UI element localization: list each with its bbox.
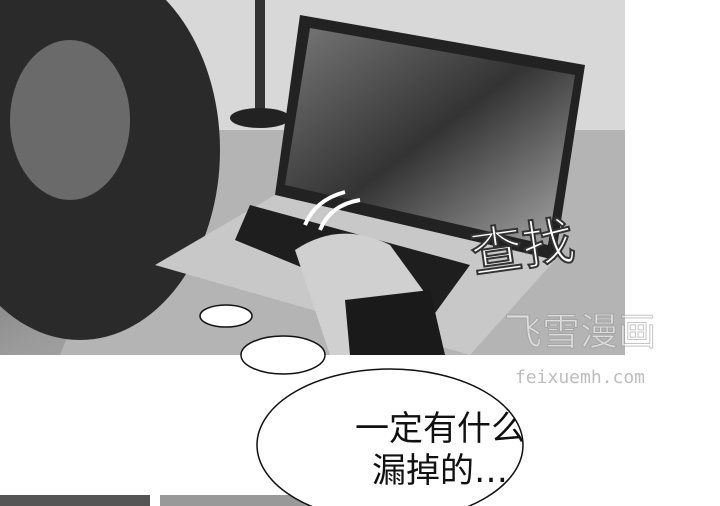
next-panel-edge: [0, 495, 150, 506]
watermark: 飞雪漫画 feixuemh.com: [503, 310, 656, 389]
watermark-title: 飞雪漫画: [504, 310, 656, 354]
photo: [0, 0, 625, 355]
thought-bubble: [199, 304, 253, 328]
watermark-url: feixuemh.com: [515, 367, 645, 388]
speech-bubble: [256, 368, 524, 506]
motion-lines: [303, 190, 361, 231]
thought-bubble: [240, 335, 326, 375]
speech-line: 一定有什么: [355, 409, 525, 449]
speech-line: 漏掉的…: [372, 451, 508, 491]
sound-effect: 查找: [467, 211, 578, 285]
